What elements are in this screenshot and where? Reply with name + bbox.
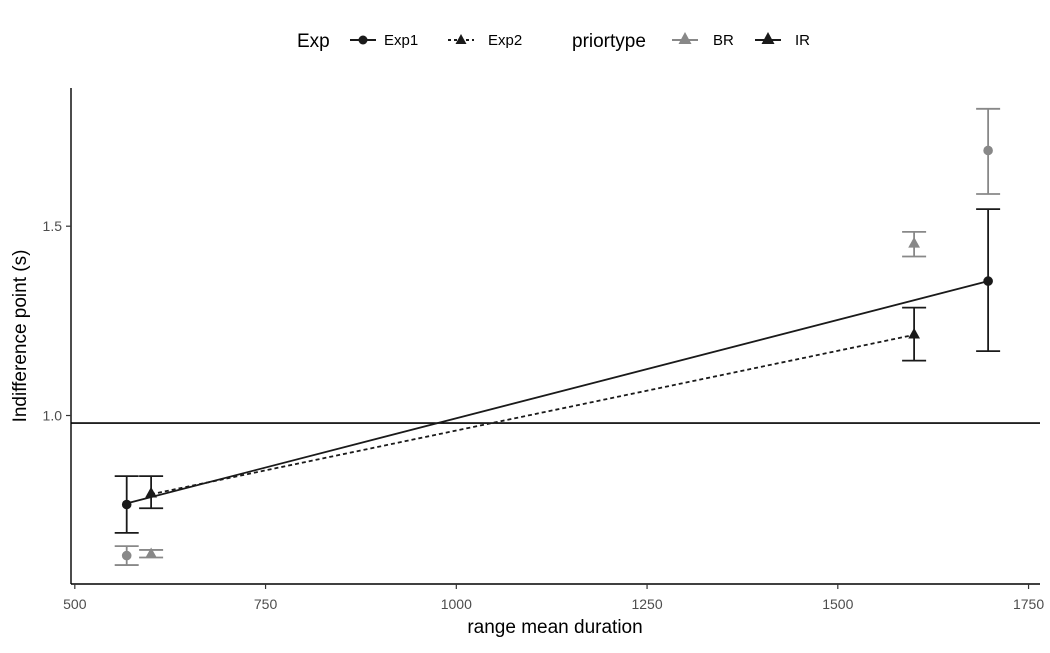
point-exp2-ir	[908, 327, 920, 339]
legend-key-ir-marker	[761, 32, 775, 44]
legend-label-ir: IR	[795, 32, 810, 49]
point-exp1-ir	[121, 499, 132, 510]
x-tick-label: 1750	[1013, 596, 1044, 612]
point-exp1-br	[983, 145, 993, 156]
legend-key-br	[672, 32, 698, 44]
legend-key-exp1	[350, 35, 376, 45]
legend-label-exp1: Exp1	[384, 32, 418, 49]
point-exp1-ir	[983, 276, 993, 286]
legend: Exp Exp1 Exp2 priortype BR IR	[297, 31, 810, 52]
legend-key-exp2	[448, 34, 474, 44]
x-axis-title: range mean duration	[467, 617, 642, 638]
x-tick-label: 1500	[822, 596, 853, 612]
y-axis-title: Indifference point (s)	[10, 250, 31, 423]
x-tick-label: 1250	[631, 596, 662, 612]
legend-key-ir	[755, 32, 781, 44]
legend-key-exp1-marker	[358, 35, 368, 45]
data-marks	[114, 107, 1001, 566]
fit-lines	[126, 280, 989, 505]
y-tick-label: 1.0	[43, 408, 63, 424]
point-exp2-ir	[145, 486, 158, 498]
point-exp2-br	[908, 237, 920, 248]
y-tick-label: 1.5	[43, 218, 63, 234]
y-ticks: 1.0 1.5	[43, 218, 71, 424]
legend-key-br-marker	[678, 32, 692, 44]
legend-title-priortype: priortype	[572, 31, 646, 52]
x-tick-label: 1000	[441, 596, 472, 612]
x-tick-label: 500	[63, 596, 87, 612]
point-exp2-br	[145, 547, 158, 559]
fit-line-exp1	[126, 280, 989, 505]
x-tick-label: 750	[254, 596, 278, 612]
fit-line-exp2	[150, 333, 915, 496]
legend-label-exp2: Exp2	[488, 32, 522, 49]
x-ticks: 500 750 1000 1250 1500 1750	[63, 584, 1044, 612]
legend-title-exp: Exp	[297, 31, 330, 52]
legend-key-exp2-marker	[455, 34, 467, 44]
legend-label-br: BR	[713, 32, 734, 49]
point-exp1-br	[121, 550, 132, 561]
